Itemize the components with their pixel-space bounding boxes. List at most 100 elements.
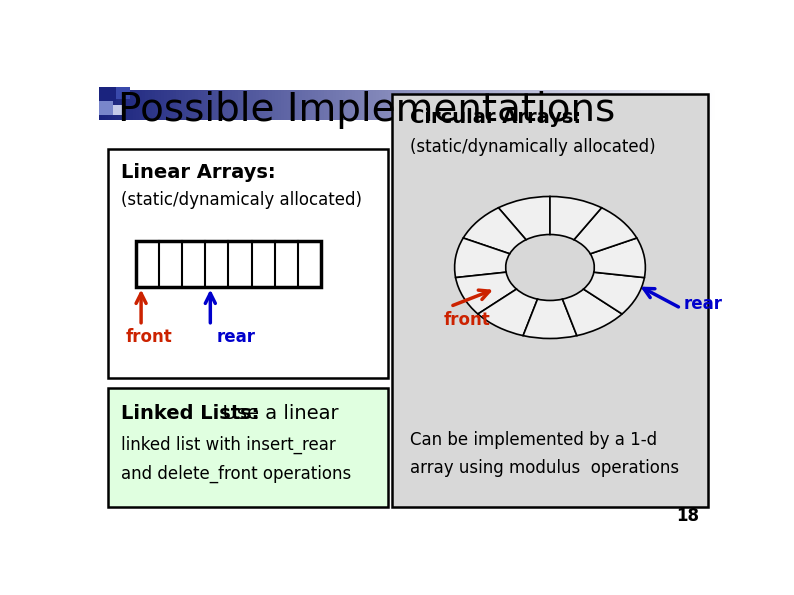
- Bar: [613, 90, 616, 120]
- Bar: [139, 90, 142, 120]
- Bar: [244, 90, 247, 120]
- Bar: [416, 90, 419, 120]
- Bar: [576, 90, 579, 120]
- Wedge shape: [562, 289, 622, 336]
- Wedge shape: [463, 208, 526, 254]
- Bar: [109, 90, 111, 120]
- Text: front: front: [125, 328, 172, 346]
- Bar: [262, 90, 265, 120]
- Bar: [367, 90, 370, 120]
- Bar: [401, 90, 404, 120]
- Bar: [352, 90, 355, 120]
- Bar: [152, 90, 155, 120]
- Wedge shape: [574, 208, 637, 254]
- Bar: [314, 90, 318, 120]
- Bar: [462, 90, 465, 120]
- Bar: [634, 90, 638, 120]
- Bar: [536, 90, 539, 120]
- Bar: [708, 90, 711, 120]
- Bar: [493, 90, 496, 120]
- Bar: [447, 90, 450, 120]
- Wedge shape: [590, 238, 646, 278]
- Bar: [287, 90, 290, 120]
- Bar: [410, 90, 413, 120]
- Bar: [241, 90, 244, 120]
- Bar: [398, 90, 401, 120]
- Bar: [487, 90, 490, 120]
- Bar: [515, 90, 518, 120]
- Bar: [702, 90, 705, 120]
- Bar: [607, 90, 610, 120]
- Bar: [549, 90, 552, 120]
- Bar: [653, 90, 656, 120]
- Wedge shape: [584, 272, 645, 314]
- Bar: [237, 90, 241, 120]
- Bar: [160, 90, 164, 120]
- Bar: [256, 90, 260, 120]
- Bar: [677, 90, 680, 120]
- Bar: [222, 90, 225, 120]
- Bar: [413, 90, 416, 120]
- Bar: [453, 90, 456, 120]
- Bar: [426, 90, 429, 120]
- Bar: [201, 90, 204, 120]
- Wedge shape: [478, 289, 538, 336]
- Bar: [641, 90, 644, 120]
- Wedge shape: [455, 238, 510, 278]
- Bar: [385, 90, 388, 120]
- Bar: [106, 90, 109, 120]
- Bar: [503, 90, 506, 120]
- Bar: [626, 90, 628, 120]
- Bar: [561, 90, 564, 120]
- Bar: [675, 90, 677, 120]
- Bar: [311, 90, 314, 120]
- Bar: [158, 90, 160, 120]
- Bar: [391, 94, 708, 507]
- Bar: [229, 90, 232, 120]
- Bar: [99, 90, 102, 120]
- Bar: [545, 90, 549, 120]
- Text: Can be implemented by a 1-d: Can be implemented by a 1-d: [410, 431, 657, 449]
- Bar: [253, 90, 256, 120]
- Bar: [693, 90, 696, 120]
- Bar: [170, 90, 173, 120]
- Bar: [380, 90, 383, 120]
- Text: (static/dynamicaly allocated): (static/dynamicaly allocated): [121, 190, 362, 208]
- Bar: [370, 90, 373, 120]
- Bar: [459, 90, 462, 120]
- Bar: [598, 90, 601, 120]
- Bar: [480, 90, 484, 120]
- Text: 18: 18: [676, 507, 700, 525]
- Bar: [360, 90, 364, 120]
- Bar: [296, 90, 299, 120]
- Bar: [185, 90, 188, 120]
- Bar: [213, 90, 216, 120]
- Bar: [472, 90, 475, 120]
- Wedge shape: [499, 196, 550, 240]
- Text: array using modulus  operations: array using modulus operations: [410, 459, 679, 477]
- Bar: [281, 90, 283, 120]
- Bar: [437, 90, 441, 120]
- Bar: [711, 90, 715, 120]
- Bar: [533, 90, 536, 120]
- Bar: [557, 90, 561, 120]
- Text: and delete_front operations: and delete_front operations: [121, 465, 351, 483]
- Text: rear: rear: [217, 328, 256, 346]
- Bar: [364, 90, 367, 120]
- Bar: [336, 90, 339, 120]
- Bar: [373, 90, 376, 120]
- Bar: [306, 90, 308, 120]
- Bar: [429, 90, 432, 120]
- Bar: [357, 90, 360, 120]
- Bar: [259, 90, 262, 120]
- Bar: [275, 90, 278, 120]
- Bar: [638, 90, 641, 120]
- Bar: [216, 90, 219, 120]
- Bar: [407, 90, 410, 120]
- Bar: [490, 90, 493, 120]
- Bar: [99, 87, 117, 101]
- Bar: [142, 90, 145, 120]
- Bar: [355, 90, 357, 120]
- Bar: [155, 90, 158, 120]
- Bar: [669, 90, 672, 120]
